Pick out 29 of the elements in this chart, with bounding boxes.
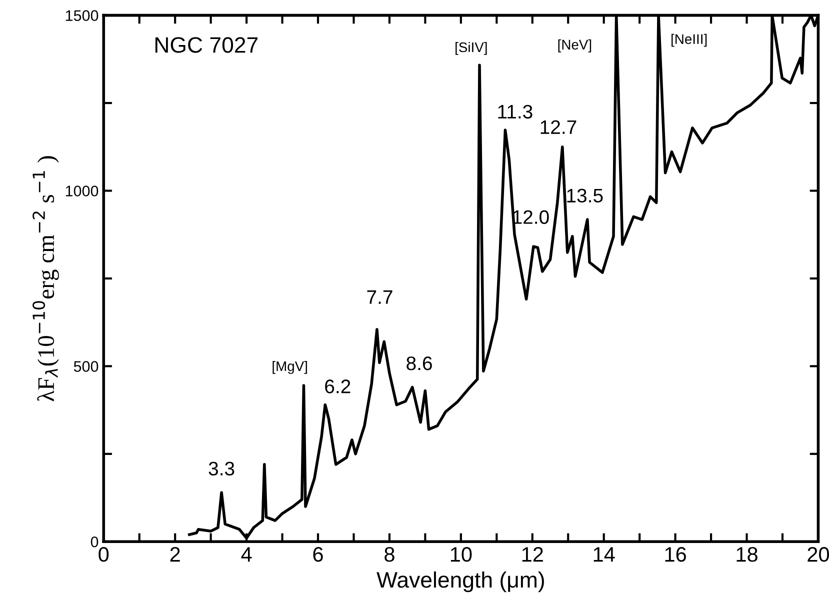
x-tick-label: 20 [808,547,829,562]
annotation: [SiIV] [456,42,487,55]
x-tick-label: 6 [313,547,323,562]
x-tick-label: 12 [522,547,543,562]
y-tick-label: 1500 [66,10,98,21]
annotation: [NeV] [558,39,592,52]
y-tick-label: 500 [74,361,98,372]
annotation: [MgV] [272,360,307,374]
annotation: 3.3 [208,462,234,476]
annotation: 11.3 [498,104,532,119]
x-tick-label: 16 [665,547,686,562]
text: NGC 7027 [155,37,258,53]
x-tick-label: 2 [170,547,180,562]
annotation: [NeIII] [672,34,707,47]
y-tick-label: 0 [90,536,98,548]
x-axis-title: Wavelength (μm) [376,571,544,592]
annotation: 8.6 [406,356,432,370]
text: λF$_{λ}$(10$^{−10}$erg cm$^{−2}$ s$^{−1}$ ) [32,156,59,402]
annotation: 6.2 [325,380,350,394]
annotation: 7.7 [367,290,392,304]
x-tick-label: 10 [450,547,472,562]
x-tick-label: 14 [594,547,615,562]
x-tick-label: 4 [241,547,252,562]
annotation: 13.5 [567,188,603,203]
annotation: 12.7 [540,120,576,134]
x-tick-label: 8 [384,547,394,562]
x-tick-label: 18 [736,547,758,562]
y-tick-label: 1000 [66,186,98,196]
x-tick-label: 0 [98,547,109,562]
